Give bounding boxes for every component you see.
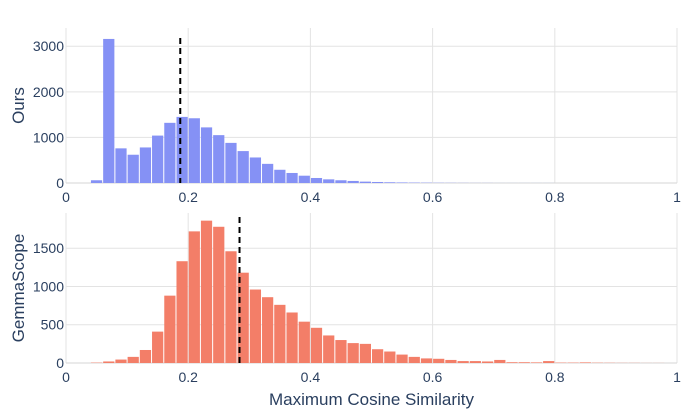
ours-bar xyxy=(103,38,115,183)
gemmascope-bar xyxy=(323,335,335,363)
ours-x-tick-label: 0 xyxy=(62,189,70,205)
gemmascope-x-tick-label: 0 xyxy=(62,369,70,385)
gemmascope-x-tick-label: 0.6 xyxy=(423,369,443,385)
gemmascope-bars xyxy=(90,220,665,363)
ours-bar xyxy=(115,148,127,183)
gemmascope-bar xyxy=(347,343,359,363)
gemmascope-bar xyxy=(408,356,420,363)
gemmascope-y-tick-label: 1000 xyxy=(33,278,64,294)
ours-bar xyxy=(249,157,262,183)
ours-x-tick-labels: 0 0.2 0.4 0.6 0.8 1 xyxy=(62,189,681,205)
gemmascope-bar xyxy=(176,261,188,363)
ours-bar xyxy=(396,182,408,183)
gemmascope-bar xyxy=(298,321,310,363)
ours-x-tick-label: 0.4 xyxy=(301,189,321,205)
gemmascope-y-tick-label: 0 xyxy=(56,355,64,371)
gemmascope-bar xyxy=(152,331,164,363)
gemmascope-bar xyxy=(530,362,543,363)
ours-bar xyxy=(127,154,139,183)
ours-bar xyxy=(323,179,335,183)
ours-bar xyxy=(164,122,176,183)
gemmascope-bar xyxy=(188,231,200,363)
ours-y-tick-label: 3000 xyxy=(33,38,64,54)
ours-bar xyxy=(298,175,310,183)
gemmascope-x-tick-label: 0.2 xyxy=(178,369,198,385)
gemmascope-y-tick-labels: 0 500 1000 1500 xyxy=(33,240,64,371)
gemmascope-bar xyxy=(506,362,518,363)
gemmascope-bar xyxy=(543,361,555,363)
gemmascope-bar xyxy=(494,359,506,363)
gemmascope-bar xyxy=(469,361,481,363)
gemmascope-bar xyxy=(115,359,127,363)
gemmascope-bar xyxy=(164,295,176,363)
gemmascope-bar xyxy=(396,354,408,363)
gemmascope-x-tick-label: 0.8 xyxy=(545,369,565,385)
gemmascope-y-tick-label: 1500 xyxy=(33,240,64,256)
gemmascope-y-tick-label: 500 xyxy=(41,317,65,333)
gemmascope-bar xyxy=(481,361,494,363)
panel-ours: 0 1000 2000 3000 0 0.2 0.4 0.6 0.8 1 Ours xyxy=(9,28,681,205)
gemmascope-bar xyxy=(274,304,286,363)
gemmascope-x-tick-labels: 0 0.2 0.4 0.6 0.8 1 xyxy=(62,369,681,385)
gemmascope-bar xyxy=(457,361,469,363)
gemmascope-bar xyxy=(445,359,457,363)
gemmascope-bar xyxy=(103,361,115,363)
gemmascope-bar xyxy=(200,220,213,363)
ours-y-tick-label: 0 xyxy=(56,175,64,191)
ours-bar xyxy=(347,180,359,183)
ours-bar xyxy=(384,182,396,183)
gemmascope-bar xyxy=(286,312,298,363)
ours-bar xyxy=(286,172,298,183)
gemmascope-bar xyxy=(127,356,139,363)
ours-bar xyxy=(188,118,200,183)
ours-x-tick-label: 0.6 xyxy=(423,189,443,205)
gemmascope-bar xyxy=(420,358,433,363)
gemmascope-y-axis-title: GemmaScope xyxy=(9,234,28,343)
ours-bar xyxy=(237,151,249,183)
ours-y-tick-label: 2000 xyxy=(33,84,64,100)
x-axis-title: Maximum Cosine Similarity xyxy=(269,390,474,409)
ours-bar xyxy=(200,127,213,183)
gemmascope-bar xyxy=(225,251,237,363)
panel-gemmascope: 0 500 1000 1500 0 0.2 0.4 0.6 0.8 1 GemmaScope xyxy=(9,213,681,385)
gemmascope-bar xyxy=(335,340,347,363)
ours-bar xyxy=(359,181,371,183)
ours-bar xyxy=(176,116,188,183)
gemmascope-bar xyxy=(139,349,152,363)
gemmascope-bar xyxy=(213,226,225,363)
ours-bars xyxy=(90,38,555,183)
ours-bar xyxy=(213,135,225,183)
gemmascope-bar xyxy=(433,358,445,363)
ours-x-tick-label: 0.2 xyxy=(178,189,198,205)
ours-bar xyxy=(90,180,103,183)
gemmascope-bar xyxy=(372,349,384,363)
ours-bar xyxy=(152,135,164,183)
gemmascope-bar xyxy=(249,289,262,363)
gemmascope-bar xyxy=(237,272,249,363)
ours-bar xyxy=(139,147,152,183)
ours-bar xyxy=(372,181,384,183)
ours-bar xyxy=(335,180,347,183)
gemmascope-x-tick-label: 1 xyxy=(673,369,681,385)
ours-x-tick-label: 0.8 xyxy=(545,189,565,205)
ours-y-tick-label: 1000 xyxy=(33,129,64,145)
gemmascope-bar xyxy=(518,362,530,363)
ours-y-axis-title: Ours xyxy=(9,87,28,124)
ours-bar xyxy=(274,169,286,183)
gemmascope-bar xyxy=(384,351,396,363)
ours-bar xyxy=(262,163,274,183)
gemmascope-bar xyxy=(359,343,371,363)
gemmascope-bar xyxy=(310,327,323,363)
gemmascope-bar xyxy=(579,362,591,363)
ours-bar xyxy=(225,142,237,183)
gemmascope-bar xyxy=(262,297,274,363)
ours-bar xyxy=(310,177,323,183)
gemmascope-x-tick-label: 0.4 xyxy=(301,369,321,385)
ours-y-tick-labels: 0 1000 2000 3000 xyxy=(33,38,64,191)
ours-x-tick-label: 1 xyxy=(673,189,681,205)
